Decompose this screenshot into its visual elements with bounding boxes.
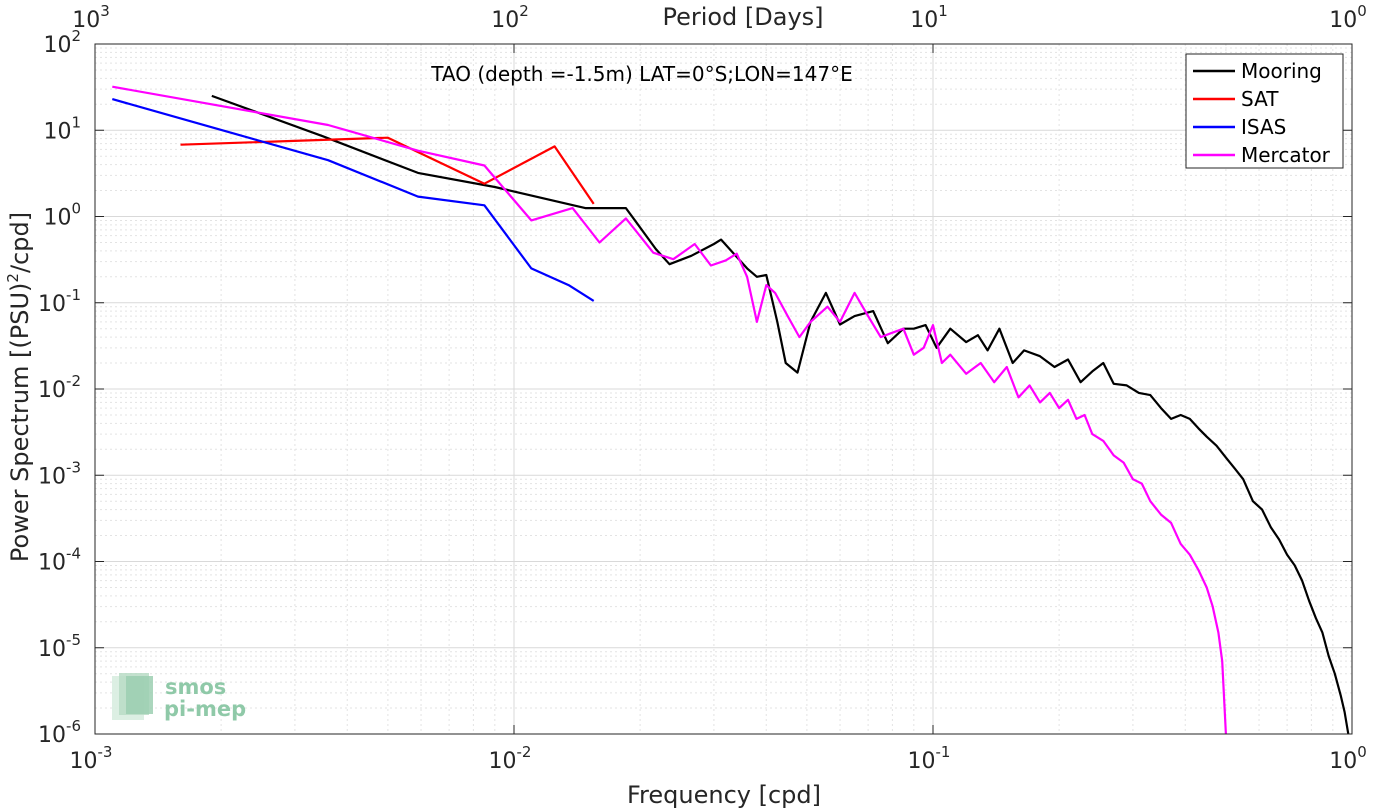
legend-label-mercator: Mercator bbox=[1241, 143, 1331, 167]
x-tick-label: 10-1 bbox=[908, 743, 951, 774]
y-tick-label: 10-5 bbox=[38, 631, 81, 662]
top-tick-label: 102 bbox=[491, 2, 529, 33]
legend: Mooring SAT ISAS Mercator bbox=[1185, 53, 1344, 169]
x-tick-label: 100 bbox=[1329, 743, 1367, 774]
x-axis-label: Frequency [cpd] bbox=[627, 781, 821, 809]
y-tick-label: 10-1 bbox=[38, 286, 81, 317]
series-line-sat bbox=[180, 136, 595, 205]
y-tick-label: 10-6 bbox=[38, 717, 81, 748]
top-tick-labels: 103 102 101 100 bbox=[72, 2, 1367, 33]
logo-mark-layer-2 bbox=[126, 676, 153, 714]
top-tick-label: 100 bbox=[1329, 2, 1367, 33]
top-axis-label: Period [Days] bbox=[662, 3, 823, 31]
smos-pi-mep-logo: smos pi-mep bbox=[112, 673, 246, 721]
legend-label-mooring: Mooring bbox=[1241, 59, 1322, 83]
series-line-isas bbox=[112, 98, 595, 302]
y-tick-label: 10-3 bbox=[38, 458, 81, 489]
logo-text-smos: smos bbox=[165, 675, 226, 699]
bottom-tick-labels: 10-3 10-2 10-1 100 bbox=[70, 743, 1367, 774]
series-line-mercator bbox=[112, 85, 1227, 735]
series-layer bbox=[112, 85, 1350, 735]
y-tick-label: 102 bbox=[43, 27, 81, 58]
legend-box bbox=[1185, 53, 1344, 169]
y-tick-label: 10-4 bbox=[38, 545, 81, 576]
y-tick-label: 10-2 bbox=[38, 372, 81, 403]
legend-items: Mooring SAT ISAS Mercator bbox=[1193, 59, 1331, 167]
legend-label-isas: ISAS bbox=[1241, 115, 1286, 139]
x-tick-label: 10-3 bbox=[70, 743, 113, 774]
top-tick-label: 103 bbox=[72, 2, 110, 33]
chart-title: TAO (depth =-1.5m) LAT=0°S;LON=147°E bbox=[430, 62, 852, 86]
x-tick-label: 10-2 bbox=[489, 743, 532, 774]
legend-label-sat: SAT bbox=[1241, 87, 1279, 111]
y-tick-label: 101 bbox=[43, 113, 81, 144]
y-axis-label: Power Spectrum [(PSU)2/cpd] bbox=[4, 212, 34, 562]
left-tick-labels: 102 101 100 10-1 10-2 10-3 10-4 10-5 10-6 bbox=[38, 27, 81, 748]
y-tick-label: 100 bbox=[43, 200, 81, 231]
top-tick-label: 101 bbox=[910, 2, 948, 33]
axis-ticks bbox=[94, 43, 1353, 735]
logo-text-pi-mep: pi-mep bbox=[164, 697, 246, 721]
